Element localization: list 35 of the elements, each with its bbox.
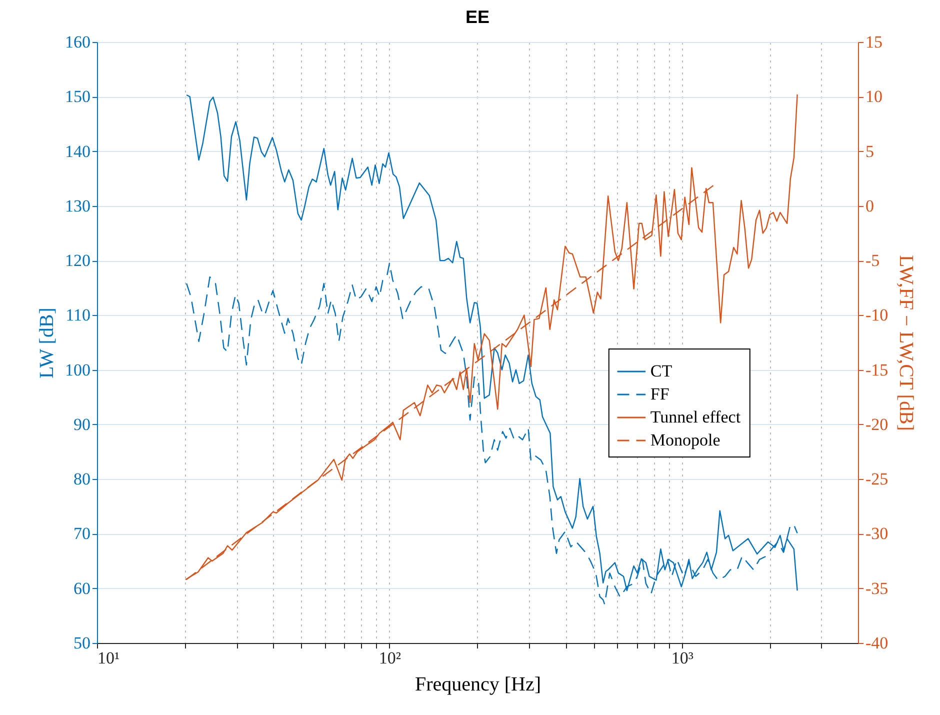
- y2-tick-label: -40: [866, 634, 888, 652]
- y2-axis-title: LW,FF − LW,CT [dB]: [895, 255, 918, 431]
- y2-tick-label: 5: [866, 142, 874, 161]
- y2-tick-label: -20: [866, 414, 888, 434]
- y-tick-label: 80: [74, 470, 90, 489]
- y2-tick-label: -10: [866, 306, 888, 325]
- y-tick-label: 140: [65, 142, 90, 161]
- y-tick-label: 70: [74, 524, 90, 544]
- y-tick-label: 90: [74, 414, 90, 434]
- y-tick-label: 120: [65, 251, 90, 270]
- x-tick-label: 10³: [671, 648, 694, 668]
- y-tick-label: 100: [65, 360, 90, 380]
- x-axis-title: Frequency [Hz]: [414, 674, 542, 696]
- y-axis-title: LW [dB]: [36, 308, 58, 378]
- y2-tick-label: 15: [866, 32, 882, 52]
- y-tick-label: 130: [65, 196, 90, 216]
- y-tick-label: 110: [66, 306, 90, 325]
- y2-tick-label: -15: [866, 360, 888, 380]
- legend-label: FF: [650, 384, 670, 404]
- y-tick-label: 160: [65, 32, 90, 52]
- y2-tick-label: 0: [866, 196, 874, 216]
- y2-tick-label: 10: [866, 87, 882, 106]
- legend-label: CT: [650, 362, 673, 381]
- y2-tick-label: -25: [866, 470, 888, 489]
- y2-tick-label: -35: [866, 578, 888, 598]
- y2-tick-label: -30: [866, 524, 888, 544]
- y2-tick-label: -5: [866, 251, 880, 270]
- y-tick-label: 150: [65, 87, 90, 106]
- y-tick-label: 60: [74, 578, 90, 598]
- x-tick-label: 10²: [378, 648, 402, 668]
- y-tick-label: 50: [74, 634, 90, 652]
- chart-title: EE: [465, 7, 490, 27]
- legend-label: Tunnel effect: [650, 408, 741, 427]
- x-tick-label: 10¹: [98, 648, 120, 668]
- legend-label: Monopole: [650, 430, 720, 450]
